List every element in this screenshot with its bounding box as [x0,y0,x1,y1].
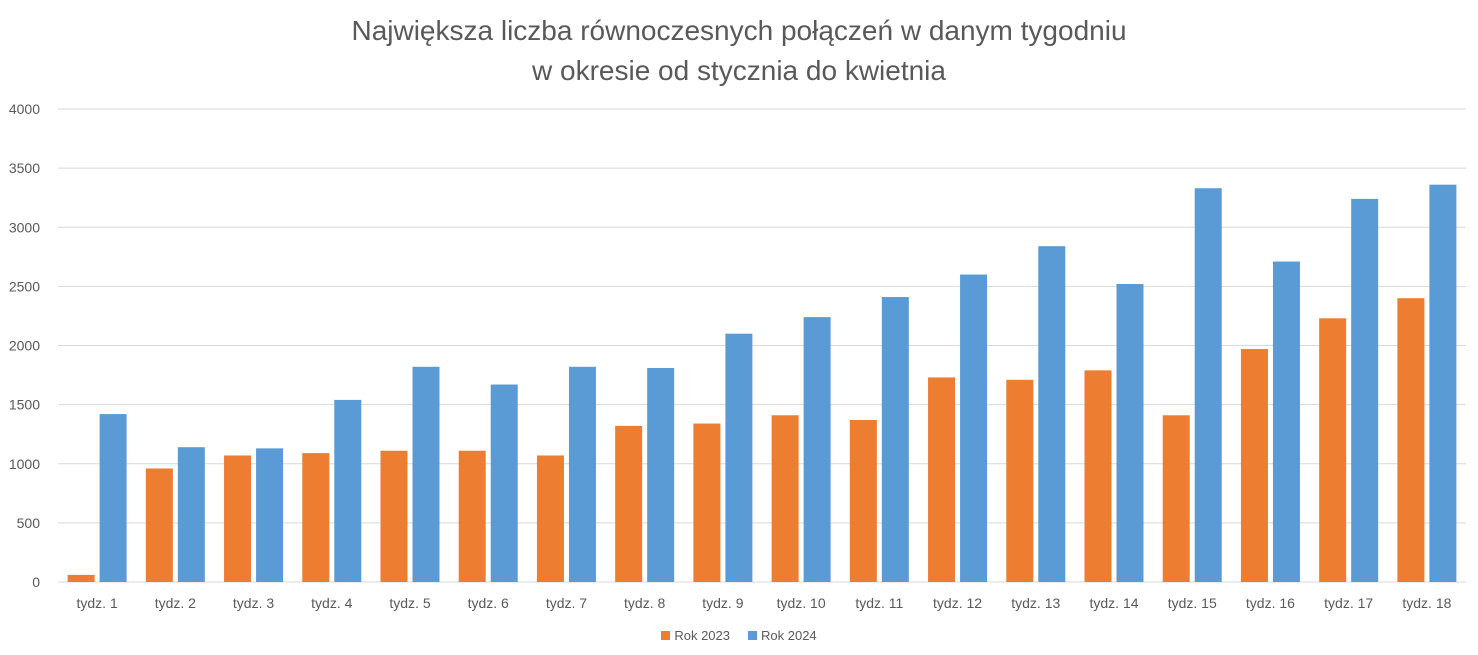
bar-rok-2024-9 [725,333,753,582]
x-tick-label-3: tydz. 3 [233,595,274,611]
y-tick-label-500: 500 [17,515,41,531]
x-tick-label-17: tydz. 17 [1324,595,1373,611]
y-tick-label-2500: 2500 [9,278,40,294]
bar-rok-2024-17 [1351,198,1379,582]
bar-rok-2024-12 [960,274,988,582]
bar-rok-2024-16 [1272,261,1300,582]
x-tick-label-12: tydz. 12 [933,595,982,611]
chart-title-line-2: w okresie od stycznia do kwietnia [532,55,946,86]
legend-label-rok-2024: Rok 2024 [761,628,817,643]
x-tick-label-13: tydz. 13 [1011,595,1060,611]
x-tick-label-1: tydz. 1 [76,595,117,611]
bar-rok-2023-9 [693,423,721,582]
bar-rok-2023-2 [145,468,173,582]
x-tick-label-8: tydz. 8 [624,595,665,611]
legend-swatch-rok-2023 [661,631,671,640]
bar-rok-2023-18 [1397,298,1425,582]
bar-rok-2023-3 [224,455,252,582]
bar-rok-2024-15 [1194,188,1222,583]
x-tick-label-2: tydz. 2 [155,595,196,611]
bar-rok-2023-8 [615,425,643,582]
bar-rok-2023-13 [1006,379,1034,582]
bar-rok-2024-8 [647,367,675,582]
legend: Rok 2023 Rok 2024 [0,628,1478,643]
y-tick-label-2000: 2000 [9,338,40,354]
bar-rok-2024-7 [568,366,596,582]
x-tick-label-14: tydz. 14 [1089,595,1138,611]
bar-rok-2023-11 [849,419,877,582]
bar-rok-2024-13 [1038,246,1066,583]
bar-rok-2023-10 [771,415,799,582]
x-tick-label-5: tydz. 5 [389,595,430,611]
legend-item-rok-2023: Rok 2023 [661,628,730,643]
bar-rok-2024-10 [803,317,831,582]
bar-rok-2024-18 [1429,184,1457,582]
y-tick-label-0: 0 [32,574,40,590]
x-tick-label-9: tydz. 9 [702,595,743,611]
y-tick-label-4000: 4000 [9,101,40,117]
x-tick-label-4: tydz. 4 [311,595,352,611]
x-tick-label-7: tydz. 7 [546,595,587,611]
bar-rok-2024-5 [412,366,440,582]
bar-rok-2023-1 [67,574,95,582]
bar-rok-2023-15 [1162,415,1190,582]
x-tick-label-16: tydz. 16 [1246,595,1295,611]
bar-rok-2024-14 [1116,284,1144,582]
bar-rok-2023-12 [928,377,956,582]
chart-title-line-1: Największa liczba równoczesnych połączeń… [351,15,1127,46]
bar-rok-2024-3 [256,448,284,582]
bar-rok-2023-14 [1084,370,1112,582]
legend-label-rok-2023: Rok 2023 [674,628,730,643]
bar-rok-2023-5 [380,450,408,582]
y-tick-label-1000: 1000 [9,456,40,472]
bar-rok-2023-16 [1240,349,1268,582]
bar-rok-2023-17 [1319,318,1347,582]
bar-rok-2023-7 [536,455,564,582]
bar-rok-2024-1 [99,414,127,582]
bar-rok-2024-2 [177,447,205,582]
x-tick-label-15: tydz. 15 [1168,595,1217,611]
bar-rok-2024-11 [881,297,909,582]
y-tick-label-3500: 3500 [9,160,40,176]
bar-rok-2023-4 [302,453,330,582]
y-tick-label-3000: 3000 [9,219,40,235]
x-tick-label-10: tydz. 10 [777,595,826,611]
bar-rok-2024-6 [490,384,518,582]
y-tick-label-1500: 1500 [9,397,40,413]
x-tick-label-6: tydz. 6 [468,595,509,611]
bar-rok-2024-4 [334,399,362,582]
legend-swatch-rok-2024 [748,631,757,640]
legend-item-rok-2024: Rok 2024 [748,628,817,643]
x-tick-label-18: tydz. 18 [1402,595,1451,611]
bar-rok-2023-6 [458,450,486,582]
x-tick-label-11: tydz. 11 [855,595,903,611]
